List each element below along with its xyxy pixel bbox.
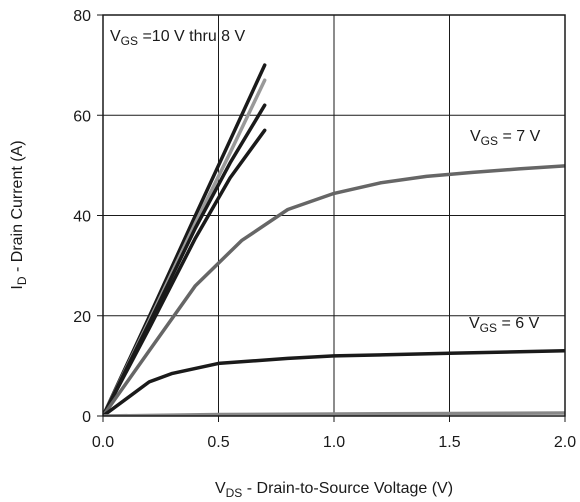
grid [103,15,565,416]
series-line-4 [103,128,267,416]
axis-ticks: 0.0 0.5 1.0 1.5 2.0 0 20 40 60 80 [73,8,576,451]
x-tick-label: 0.0 [92,434,114,451]
x-axis-title: VDS - Drain-to-Source Voltage (V) [215,480,453,500]
series-label-vgs-6: VGS = 6 V [469,315,540,335]
y-tick-label: 60 [73,108,91,125]
series-label-vgs-7: VGS = 7 V [470,128,541,148]
series-lines [103,63,565,416]
y-tick-label: 40 [73,209,91,226]
y-tick-label: 0 [82,409,91,426]
x-tick-label: 0.5 [207,434,229,451]
x-tick-label: 1.5 [438,434,460,451]
y-tick-label: 80 [73,8,91,25]
y-tick-label: 20 [73,309,91,326]
series-line-7 [103,411,565,416]
x-tick-label: 1.0 [323,434,345,451]
y-axis-title: ID - Drain Current (A) [9,140,29,289]
series-line-6 [103,349,565,416]
series-line-5 [103,164,565,416]
series-label-vgs-10-8: VGS =10 V thru 8 V [110,28,246,48]
x-tick-label: 2.0 [554,434,576,451]
